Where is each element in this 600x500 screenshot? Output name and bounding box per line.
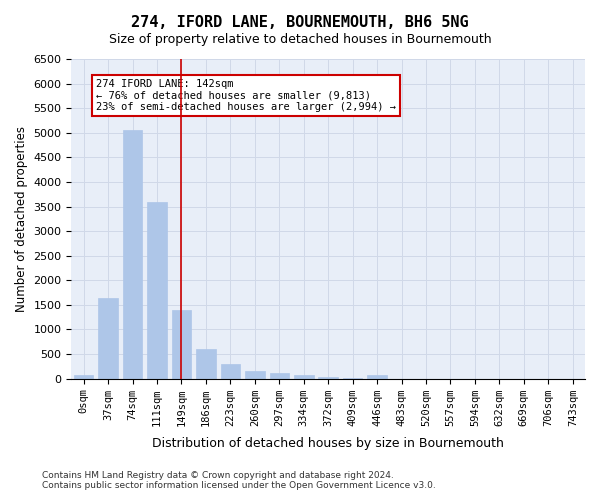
Bar <box>367 376 387 378</box>
Bar <box>123 130 142 378</box>
Bar <box>196 348 215 378</box>
Bar <box>269 374 289 378</box>
Text: 274 IFORD LANE: 142sqm
← 76% of detached houses are smaller (9,813)
23% of semi-: 274 IFORD LANE: 142sqm ← 76% of detached… <box>96 78 396 112</box>
Bar <box>172 310 191 378</box>
Bar <box>245 371 265 378</box>
Bar <box>221 364 240 378</box>
Text: Contains HM Land Registry data © Crown copyright and database right 2024.
Contai: Contains HM Land Registry data © Crown c… <box>42 470 436 490</box>
X-axis label: Distribution of detached houses by size in Bournemouth: Distribution of detached houses by size … <box>152 437 504 450</box>
Bar <box>294 375 314 378</box>
Bar <box>147 202 167 378</box>
Text: 274, IFORD LANE, BOURNEMOUTH, BH6 5NG: 274, IFORD LANE, BOURNEMOUTH, BH6 5NG <box>131 15 469 30</box>
Bar <box>74 376 94 378</box>
Text: Size of property relative to detached houses in Bournemouth: Size of property relative to detached ho… <box>109 32 491 46</box>
Bar <box>98 298 118 378</box>
Bar <box>319 376 338 378</box>
Y-axis label: Number of detached properties: Number of detached properties <box>15 126 28 312</box>
